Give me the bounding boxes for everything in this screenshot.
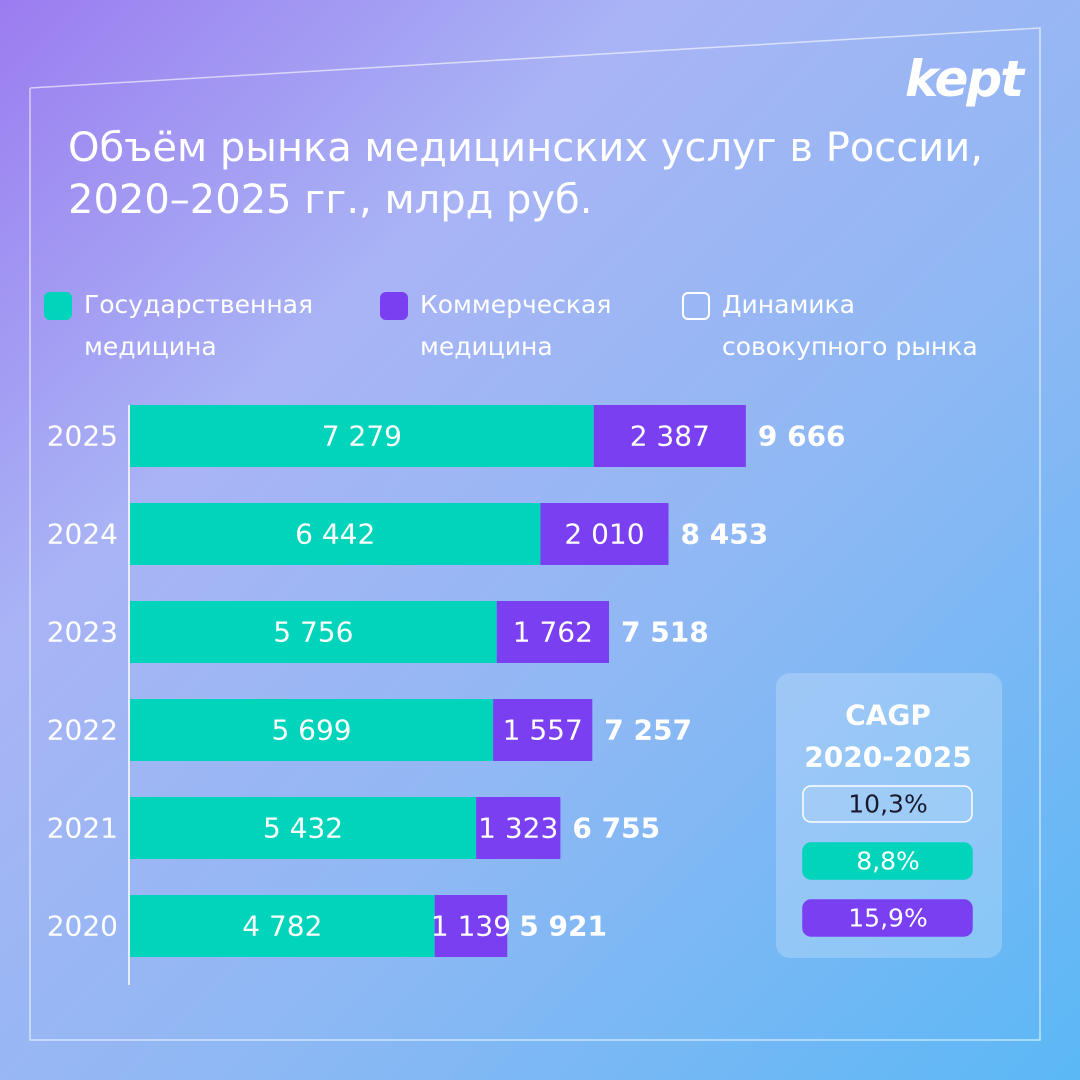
- bar-value-label: 1 557: [503, 714, 583, 747]
- bar-segment: [593, 405, 746, 467]
- bar-value-label: 5 432: [263, 812, 343, 845]
- legend-label: Государственная медицина: [84, 290, 314, 361]
- cagr-period: 2020-2025: [804, 741, 971, 774]
- bar-segment: [496, 601, 610, 663]
- cagr-pill: [802, 899, 973, 937]
- bar-value-label: 5 699: [271, 714, 351, 747]
- bar-value-label: 1 762: [513, 616, 593, 649]
- y-tick-label: 2021: [47, 812, 118, 845]
- legend-label: Коммерческая медицина: [420, 290, 612, 361]
- bar-segment: [493, 699, 593, 761]
- bar-value-label: 4 782: [242, 910, 322, 943]
- y-tick-label: 2023: [47, 616, 118, 649]
- y-tick-label: 2022: [47, 714, 118, 747]
- legend-swatch: [380, 292, 408, 320]
- cagr-panel: [776, 673, 1002, 958]
- total-label: 7 257: [604, 714, 692, 747]
- total-label: 5 921: [519, 910, 607, 943]
- cagr-title: CAGP: [845, 699, 931, 732]
- bar-value-label: 1 139: [431, 910, 511, 943]
- bar-segment: [130, 797, 477, 859]
- cagr-pill: [802, 785, 973, 823]
- bar-segment: [130, 405, 594, 467]
- bar-segment: [476, 797, 561, 859]
- chart-title: Объём рынка медицинских услуг в России, …: [68, 125, 983, 223]
- bar-value-label: 1 323: [478, 812, 558, 845]
- bar-segment: [130, 699, 494, 761]
- y-tick-label: 2025: [47, 420, 118, 453]
- legend-swatch: [682, 292, 710, 320]
- total-label: 9 666: [758, 420, 846, 453]
- bar-value-label: 5 756: [273, 616, 353, 649]
- bar-value-label: 2 010: [564, 518, 644, 551]
- legend-swatch: [44, 292, 72, 320]
- y-tick-label: 2020: [47, 910, 118, 943]
- cagr-value: 10,3%: [848, 790, 927, 819]
- cagr-value: 15,9%: [848, 904, 927, 933]
- y-tick-label: 2024: [47, 518, 118, 551]
- cagr-pill: [802, 842, 973, 880]
- legend-item: Динамика совокупного рынка: [682, 288, 1002, 368]
- bar-segment: [130, 895, 435, 957]
- bar-value-label: 6 442: [295, 518, 375, 551]
- total-label: 7 518: [621, 616, 709, 649]
- cagr-value: 8,8%: [856, 847, 920, 876]
- total-label: 6 755: [572, 812, 660, 845]
- bar-segment: [130, 601, 497, 663]
- bar-segment: [540, 503, 669, 565]
- legend-label: Динамика совокупного рынка: [722, 290, 978, 361]
- bar-segment: [434, 895, 508, 957]
- bar-value-label: 2 387: [630, 420, 710, 453]
- bar-value-label: 7 279: [322, 420, 402, 453]
- legend-item: Коммерческая медицина: [380, 288, 635, 368]
- frame: [29, 27, 1041, 1041]
- brand-logo: kept: [905, 50, 1024, 108]
- legend-item: Государственная медицина: [44, 288, 334, 368]
- bar-segment: [130, 503, 541, 565]
- total-label: 8 453: [681, 518, 769, 551]
